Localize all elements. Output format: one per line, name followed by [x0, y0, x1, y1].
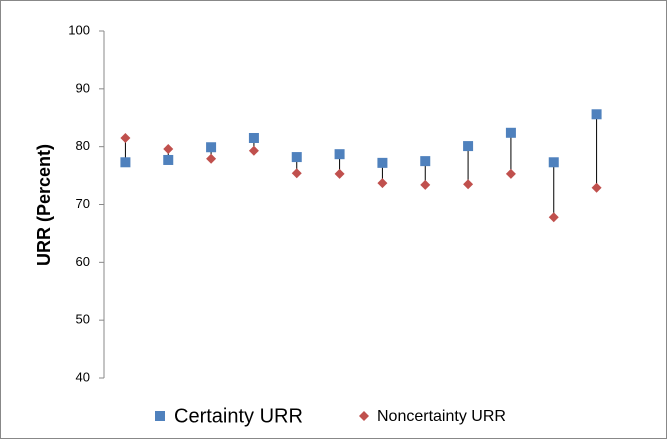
marker-diamond [548, 212, 559, 223]
marker-diamond [163, 143, 174, 154]
marker-diamond [377, 178, 388, 189]
marker-square [334, 149, 345, 160]
y-tick-label: 100 [68, 22, 90, 37]
marker-square [377, 157, 388, 168]
legend-label: Certainty URR [174, 405, 303, 427]
marker-diamond [206, 153, 217, 164]
marker-square [155, 411, 165, 421]
marker-diamond [120, 132, 131, 143]
marker-diamond [420, 179, 431, 190]
marker-square [248, 132, 259, 143]
marker-square [291, 152, 302, 163]
marker-diamond [463, 179, 474, 190]
marker-diamond [334, 168, 345, 179]
y-tick-label: 70 [76, 196, 90, 211]
legend-label: Noncertainty URR [377, 408, 506, 425]
marker-square [591, 109, 602, 120]
y-tick-label: 60 [76, 254, 90, 269]
y-tick-label: 90 [76, 80, 90, 95]
marker-square [163, 154, 174, 165]
marker-square [548, 157, 559, 168]
marker-diamond [591, 182, 602, 193]
marker-diamond [248, 145, 259, 156]
marker-square [120, 157, 131, 168]
marker-square [505, 127, 516, 138]
marker-square [420, 156, 431, 167]
y-tick-label: 80 [76, 138, 90, 153]
marker-square [463, 141, 474, 152]
y-axis-title: URR (Percent) [34, 144, 54, 266]
marker-square [206, 142, 217, 153]
y-tick-label: 50 [76, 312, 90, 327]
y-tick-label: 40 [76, 369, 90, 384]
marker-diamond [505, 168, 516, 179]
marker-diamond [359, 411, 369, 421]
marker-diamond [291, 168, 302, 179]
